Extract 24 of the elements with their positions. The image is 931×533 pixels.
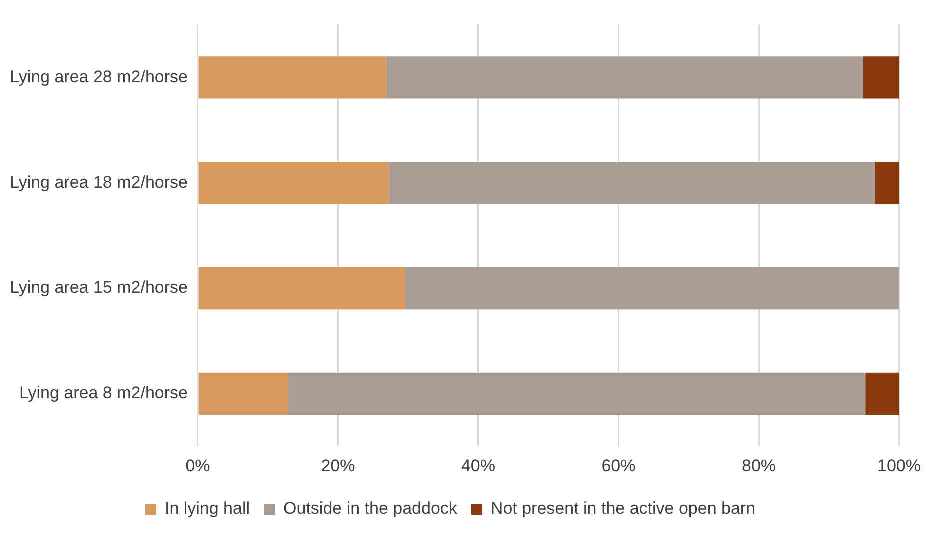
x-tick-label: 80%	[742, 456, 776, 476]
y-tick-label: Lying area 15 m2/horse	[10, 278, 188, 298]
bar	[406, 267, 900, 310]
y-tick-label: Lying area 28 m2/horse	[10, 67, 188, 86]
bar	[198, 162, 390, 204]
bar	[386, 56, 864, 99]
bar	[875, 162, 900, 204]
legend-label: In lying hall	[164, 499, 250, 518]
bar	[198, 56, 387, 99]
y-tick-label: Lying area 18 m2/horse	[10, 172, 188, 192]
x-tick-label: 0%	[186, 456, 210, 476]
legend-label: Outside in the paddock	[284, 499, 458, 518]
bar	[288, 372, 866, 415]
bar	[198, 372, 288, 415]
bar	[866, 372, 900, 415]
x-tick-label: 100%	[878, 456, 921, 476]
y-tick-label: Lying area 8 m2/horse	[19, 384, 188, 403]
x-tick-label: 60%	[602, 456, 636, 476]
bar	[198, 267, 406, 310]
bar	[863, 56, 900, 99]
bar	[389, 162, 876, 204]
legend-label: Not present in the active open barn	[490, 499, 756, 518]
x-tick-label: 40%	[461, 456, 496, 476]
x-tick-label: 20%	[321, 456, 356, 476]
